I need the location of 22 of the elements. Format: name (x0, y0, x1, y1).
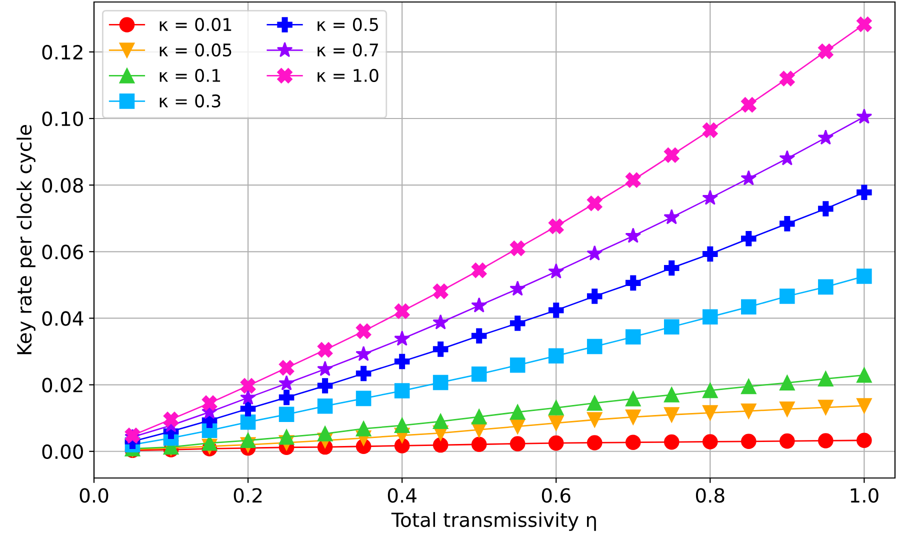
y-axis-title: Key rate per clock cycle (16, 125, 36, 354)
legend-label: κ = 0.01 (160, 18, 232, 32)
legend-label: κ = 1.0 (318, 68, 378, 82)
y-tick-label: 0.02 (42, 378, 82, 392)
x-tick-label: 0.6 (542, 488, 570, 503)
y-tick-label: 0.08 (42, 178, 83, 193)
legend-label: κ = 0.05 (160, 43, 232, 57)
x-axis-title: Total transmissivity η (391, 512, 596, 531)
y-tick-label: 0.10 (42, 111, 83, 126)
legend-label: κ = 0.1 (160, 68, 220, 82)
legend-label: κ = 0.7 (318, 43, 378, 57)
y-tick-label: 0.06 (42, 244, 84, 260)
legend-label: κ = 0.5 (318, 18, 378, 32)
legend-label: κ = 0.3 (160, 94, 220, 108)
x-tick-label: 1.0 (850, 488, 878, 503)
y-tick-label: 0.04 (42, 311, 84, 326)
x-tick-label: 0.8 (696, 488, 724, 503)
y-tick-label: 0.00 (42, 444, 83, 460)
x-tick-label: 0.4 (388, 488, 416, 503)
x-tick-label: 0.2 (234, 488, 262, 503)
x-tick-label: 0.0 (80, 488, 108, 503)
y-tick-label: 0.12 (42, 44, 82, 60)
